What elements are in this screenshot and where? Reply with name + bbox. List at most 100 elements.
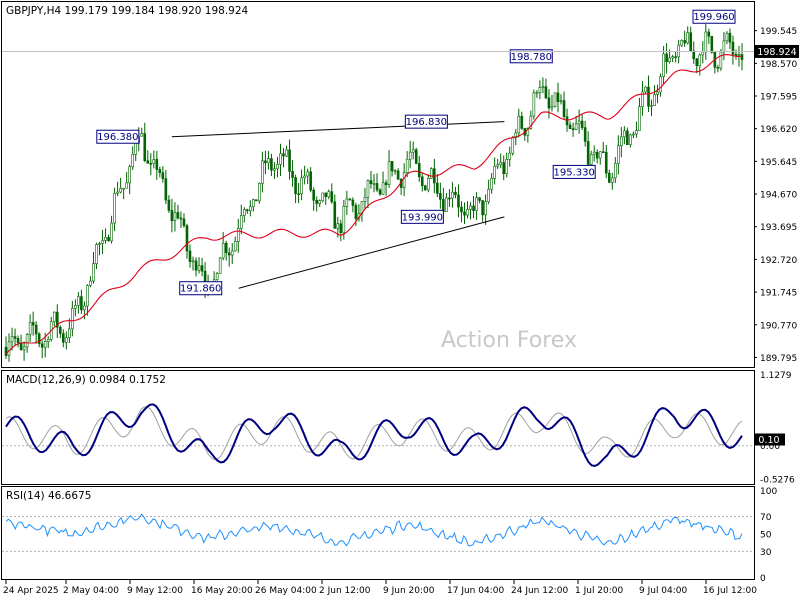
candle-body: [128, 166, 131, 184]
rsi-header: RSI(14) 46.6675: [6, 490, 91, 502]
time-tick-label: 16 May 20:00: [191, 586, 253, 596]
candle-body: [653, 94, 656, 106]
candle-body: [25, 334, 29, 348]
rsi-panel[interactable]: RSI(14) 46.6675 100 70 50 30 0: [1, 486, 778, 584]
candle-body: [532, 92, 536, 117]
moving-average: [5, 54, 743, 355]
candle-body: [300, 177, 303, 195]
candle-body: [671, 56, 674, 59]
candle-body: [517, 116, 521, 134]
candle-body: [466, 209, 469, 216]
candle-body: [411, 149, 415, 153]
candle-body: [659, 76, 662, 93]
price-tick-label: 190.770: [760, 321, 797, 331]
candle-body: [185, 225, 189, 252]
candle-body: [580, 120, 584, 128]
candle-body: [469, 205, 472, 210]
candle-body: [92, 263, 95, 282]
candle-body: [227, 252, 231, 256]
candle-body: [445, 197, 448, 212]
candle-body: [348, 198, 352, 201]
candle-body: [77, 296, 80, 306]
candle-body: [95, 244, 98, 264]
candle-body: [620, 136, 623, 147]
candle-body: [324, 192, 328, 198]
candle-body: [632, 133, 635, 136]
candle-body: [716, 67, 720, 69]
candle-body: [595, 151, 599, 159]
candle-body: [378, 189, 382, 195]
time-tick-label: 9 May 12:00: [127, 586, 183, 596]
macd-panel[interactable]: MACD(12,26,9) 0.0984 0.1752 1.1279 0.00 -0…: [1, 370, 796, 486]
pivot-label-text: 196.380: [97, 132, 138, 143]
last-price-badge: [755, 44, 799, 58]
candle-body: [668, 57, 671, 63]
pivot-label-text: 195.330: [554, 167, 595, 178]
candle-body: [574, 123, 578, 130]
candle-body: [583, 127, 587, 142]
candle-body: [553, 92, 557, 107]
candle-body: [252, 199, 255, 208]
candle-body: [149, 162, 153, 165]
candle-body: [644, 86, 647, 93]
candle-body: [161, 172, 165, 179]
candle-body: [86, 285, 89, 307]
candle-body: [261, 160, 264, 184]
candle-body: [656, 91, 659, 95]
candle-body: [460, 206, 463, 213]
candle-body: [463, 211, 466, 216]
candle-body: [526, 128, 530, 136]
candle-body: [393, 170, 397, 173]
price-tick-label: 191.745: [760, 289, 797, 299]
pivot-label-box: [404, 114, 448, 129]
candle-body: [719, 51, 723, 69]
last-price-marker: 198.924: [2, 44, 799, 58]
candle-body: [164, 178, 168, 201]
candle-body: [288, 149, 291, 172]
candle-body: [442, 199, 445, 212]
candle-body: [592, 151, 596, 155]
candle-body: [342, 206, 346, 234]
candle-body: [104, 237, 107, 241]
candle-body: [529, 115, 533, 129]
rsi-line: [5, 513, 743, 547]
candle-body: [101, 240, 104, 244]
candle-body: [568, 124, 572, 129]
candle-body: [604, 151, 608, 174]
rsi-tick-label: 70: [760, 513, 772, 523]
candle-body: [22, 346, 26, 351]
candle-body: [607, 172, 611, 183]
candle-body: [28, 322, 32, 335]
candle-body: [387, 161, 391, 185]
candle-body: [487, 188, 490, 203]
candle-body: [490, 178, 493, 190]
rsi-tick-label: 100: [760, 487, 777, 497]
rsi-panel-frame: [1, 486, 755, 580]
candle-body: [665, 53, 668, 63]
price-panel[interactable]: GBPJPY,H4 199.179 199.184 198.920 198.92…: [1, 1, 800, 368]
candle-body: [405, 158, 409, 173]
candle-body: [396, 170, 400, 180]
time-axis: 24 Apr 2025 2 May 04:00 9 May 12:00 16 May …: [3, 580, 757, 596]
candle-body: [89, 280, 92, 286]
candle-body: [626, 130, 629, 145]
candle-body: [43, 341, 47, 348]
candle-body: [565, 116, 569, 126]
macd-signal-line: [5, 406, 743, 461]
candle-body: [291, 171, 294, 178]
candle-body: [610, 177, 614, 183]
time-tick-label: 17 Jun 04:00: [447, 586, 504, 596]
candle-body: [689, 32, 693, 52]
candle-body: [496, 164, 499, 167]
candle-body: [71, 308, 74, 330]
pivot-label-text: 191.860: [180, 284, 221, 295]
candle-body: [270, 158, 273, 171]
candle-body: [155, 159, 159, 170]
time-tick-label: 2 May 04:00: [63, 586, 119, 596]
candle-body: [586, 141, 590, 165]
candle-body: [683, 40, 686, 44]
candle-body: [390, 161, 394, 172]
time-tick-label: 26 May 04:00: [255, 586, 317, 596]
time-tick-label: 24 Apr 2025: [3, 586, 59, 596]
